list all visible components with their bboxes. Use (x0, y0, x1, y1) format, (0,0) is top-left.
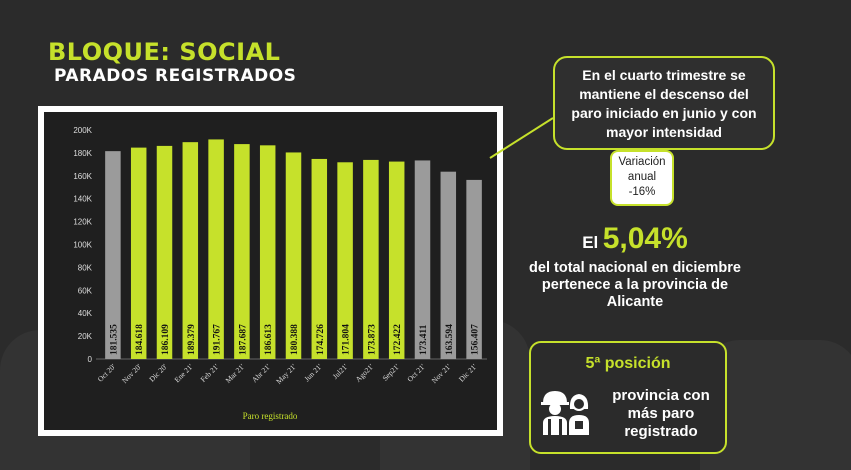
y-tick-label: 160K (73, 172, 92, 181)
bar (311, 158, 328, 359)
bar (440, 171, 457, 359)
bar-data-label: 181.535 (109, 324, 119, 355)
y-tick-label: 20K (78, 332, 93, 341)
bar-data-label: 171.804 (342, 324, 352, 355)
y-tick-label: 120K (73, 218, 92, 227)
bar (337, 162, 353, 359)
callout-box: En el cuarto trimestre se mantiene el de… (553, 56, 775, 150)
ranking-position: 5ª posición (585, 355, 671, 372)
bar (466, 179, 482, 359)
bar-data-label: 187.687 (238, 324, 248, 355)
bar-data-label: 191.767 (213, 324, 223, 355)
bar (259, 145, 276, 359)
y-tick-label: 0 (88, 355, 93, 364)
variation-badge: Variación anual -16% (610, 150, 674, 206)
workers-icon (541, 391, 589, 435)
bar (414, 160, 431, 359)
y-tick-label: 40K (78, 309, 93, 318)
y-tick-label: 80K (78, 263, 93, 272)
bar (234, 144, 250, 359)
x-axis-title: Paro registrado (243, 411, 298, 421)
bar (363, 159, 379, 359)
bar (156, 145, 173, 359)
stat-description: del total nacional en diciembre pertenec… (529, 260, 741, 310)
bar (388, 161, 405, 359)
ranking-description: provincia con más paro registrado (612, 387, 710, 440)
ranking-box: 5ª posición provincia con más paro regis… (529, 341, 727, 454)
bar (285, 152, 302, 359)
bar (208, 139, 224, 359)
bar-data-label: 174.726 (316, 324, 326, 355)
stat-prefix: El (582, 233, 599, 252)
y-tick-label: 60K (78, 286, 93, 295)
stat-value: 5,04% (602, 222, 688, 255)
bar-data-label: 189.379 (187, 324, 197, 355)
bar-data-label: 172.422 (393, 324, 403, 355)
bar-data-label: 163.594 (445, 324, 455, 355)
bar-data-label: 173.873 (367, 324, 377, 355)
bar-data-label: 180.388 (290, 324, 300, 355)
y-tick-label: 100K (73, 241, 92, 250)
chart-canvas: 0 20K 40K 60K 80K 100K 120K 140K 160K 180K 200K 181… (73, 126, 487, 421)
page-subtitle: PARADOS REGISTRADOS (54, 66, 297, 86)
y-tick-label: 200K (73, 126, 92, 135)
bar-data-label: 173.411 (419, 324, 429, 355)
bar (105, 151, 121, 359)
bar-data-label: 186.613 (264, 324, 274, 355)
y-tick-label: 180K (73, 149, 92, 158)
variation-label: Variación anual (618, 156, 666, 183)
national-share-stat: El 5,04% del total nacional en diciembre… (520, 222, 750, 311)
bar-chart: 0 20K 40K 60K 80K 100K 120K 140K 160K 180K 200K 181… (38, 106, 503, 436)
bar (130, 147, 147, 359)
bar-data-label: 156.407 (471, 324, 481, 355)
bar (182, 142, 199, 359)
bar-data-label: 186.109 (161, 324, 171, 355)
block-title: BLOQUE: SOCIAL (48, 38, 281, 66)
bar-data-label: 184.618 (135, 324, 145, 355)
y-tick-label: 140K (73, 195, 92, 204)
variation-value: -16% (628, 186, 656, 198)
